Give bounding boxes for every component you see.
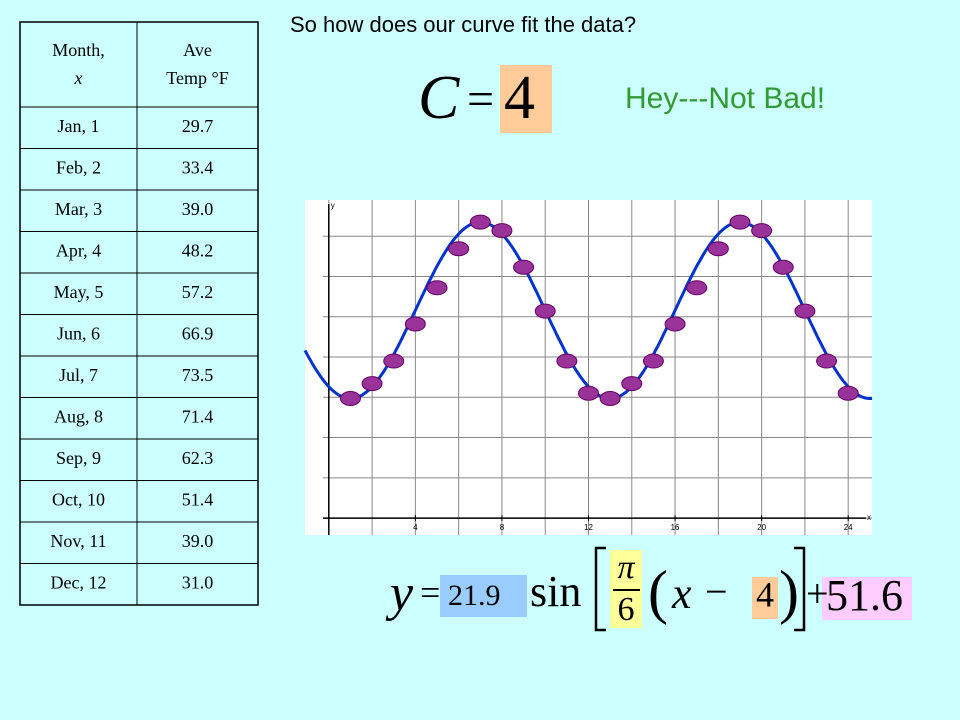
table-cell: 39.0 <box>182 199 214 219</box>
graph: y x 4 8 12 16 20 24 <box>303 200 873 535</box>
paren: ) <box>779 559 799 625</box>
table-cell: 39.0 <box>182 531 214 551</box>
eq-sign: = <box>467 73 494 126</box>
x-tick-label: 4 <box>413 523 418 532</box>
table: Month, x Ave Temp °F Jan, 1 29.7 Feb, 2 33.4 Mar… <box>19 21 259 606</box>
table-cell: 66.9 <box>182 323 214 343</box>
eq-y: y <box>385 565 414 622</box>
data-point <box>491 223 513 239</box>
y-axis-label: y <box>331 201 335 210</box>
bracket <box>794 546 806 632</box>
data-point <box>837 385 859 401</box>
table-cell: Jan, 1 <box>58 116 100 136</box>
paren: ( <box>648 559 668 625</box>
eq-minus: − <box>705 569 728 614</box>
highlight-box <box>752 577 778 619</box>
table-cell: Jun, 6 <box>57 323 100 343</box>
table-cell: 31.0 <box>182 572 214 592</box>
table-cell: 48.2 <box>182 240 214 260</box>
highlight-box <box>500 65 552 133</box>
data-point <box>664 316 686 332</box>
table-cell: 29.7 <box>182 116 214 136</box>
eq-shift: 4 <box>756 574 774 614</box>
table-cell: Feb, 2 <box>56 157 101 177</box>
data-point <box>426 280 448 296</box>
data-point <box>404 316 426 332</box>
eq-x: x <box>671 569 692 618</box>
table-cell: Sep, 9 <box>56 448 101 468</box>
data-point <box>686 280 708 296</box>
eq-amplitude: 21.9 <box>448 579 501 612</box>
table-header: x <box>74 68 83 88</box>
eq-num: π <box>617 549 635 586</box>
table-cell: 57.2 <box>182 282 214 302</box>
data-point <box>534 303 556 319</box>
data-point <box>578 385 599 401</box>
x-tick-label: 8 <box>500 523 505 532</box>
data-point <box>361 376 383 392</box>
x-axis-label: x <box>867 513 871 522</box>
x-tick-label: 20 <box>757 523 766 532</box>
table-cell: Nov, 11 <box>50 531 106 551</box>
table-border <box>19 21 259 606</box>
annotation: Hey---Not Bad! <box>625 82 825 115</box>
data-point <box>469 214 491 230</box>
table-header: Ave <box>183 40 212 60</box>
data-point <box>556 353 578 369</box>
table-header: Month, <box>52 40 105 60</box>
table-cell: Mar, 3 <box>55 199 102 219</box>
eq-value: 4 <box>504 64 535 132</box>
table-cell: Oct, 10 <box>52 489 105 509</box>
x-tick-label: 12 <box>584 523 593 532</box>
table-cell: Dec, 12 <box>51 572 107 592</box>
highlight-box <box>822 577 912 620</box>
table-cell: Aug, 8 <box>54 406 103 426</box>
highlight-box <box>440 575 527 617</box>
data-point <box>772 259 794 275</box>
x-tick-label: 16 <box>671 523 680 532</box>
table-cell: Apr, 4 <box>56 240 101 260</box>
data-point <box>383 353 405 369</box>
table-cell: May, 5 <box>54 282 104 302</box>
eq-plus: + <box>806 571 829 616</box>
data-point <box>707 241 729 257</box>
table-cell: Jul, 7 <box>59 365 98 385</box>
table-cell: 71.4 <box>182 406 214 426</box>
eq-func: sin <box>530 567 581 616</box>
table-cell: 51.4 <box>182 489 214 509</box>
table-header: Temp °F <box>166 68 228 88</box>
x-tick-label: 24 <box>844 523 853 532</box>
data-point <box>751 223 773 239</box>
data-point <box>642 353 664 369</box>
slide-title: So how does our curve fit the data? <box>290 12 636 37</box>
eq-den: 6 <box>618 591 635 628</box>
eq-midline: 51.6 <box>826 571 903 620</box>
data-point <box>794 303 816 319</box>
table-cell: 62.3 <box>182 448 214 468</box>
data-point <box>339 391 361 407</box>
data-point <box>621 376 643 392</box>
data-point <box>599 391 621 407</box>
data-point <box>729 214 751 230</box>
data-point <box>513 259 535 275</box>
eq-lhs: C <box>418 64 460 132</box>
bracket <box>594 546 606 632</box>
data-point <box>816 353 838 369</box>
table-cell: 73.5 <box>182 365 214 385</box>
eq-sign: = <box>420 572 440 612</box>
table-cell: 33.4 <box>182 157 214 177</box>
data-point <box>448 241 470 257</box>
